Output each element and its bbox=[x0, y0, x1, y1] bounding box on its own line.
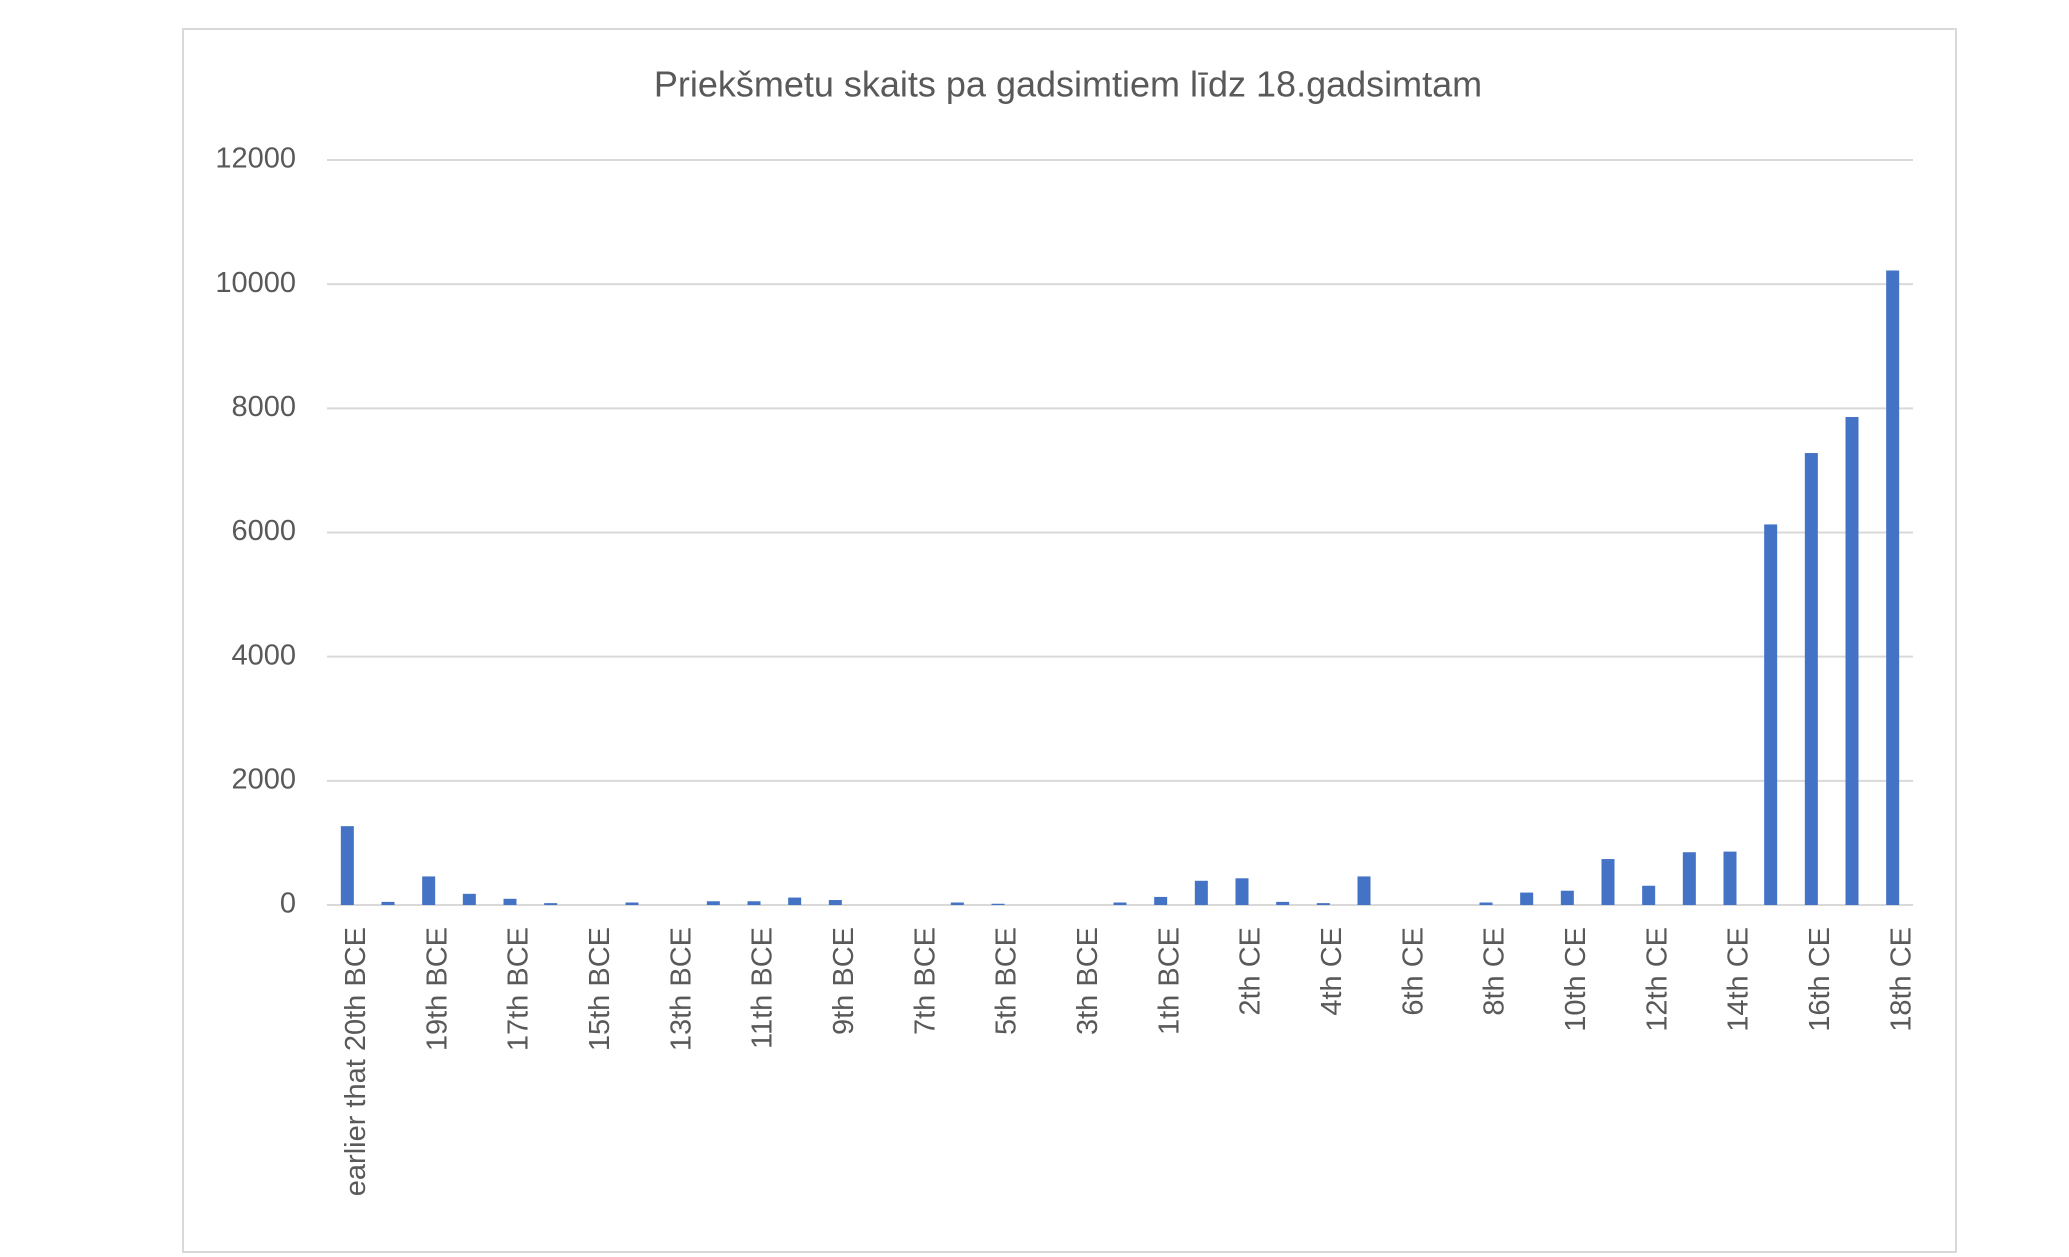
bar bbox=[950, 902, 964, 905]
x-tick-label: 2th CE bbox=[1235, 927, 1267, 1016]
y-tick-label: 8000 bbox=[231, 391, 296, 423]
bar bbox=[422, 876, 436, 905]
bar bbox=[1276, 901, 1290, 905]
bar bbox=[462, 893, 476, 905]
x-tick-label: 4th CE bbox=[1316, 927, 1348, 1016]
x-tick-label: 18th CE bbox=[1885, 927, 1917, 1032]
x-tick-label: 3th BCE bbox=[1072, 927, 1104, 1035]
bar bbox=[381, 901, 395, 905]
x-tick-label: 17th BCE bbox=[503, 927, 535, 1051]
bar bbox=[1154, 896, 1168, 905]
bar bbox=[340, 826, 354, 905]
bar bbox=[828, 900, 842, 905]
x-tick-label: 15th BCE bbox=[584, 927, 616, 1051]
x-tick-label: earlier that 20th BCE bbox=[340, 927, 372, 1196]
bar bbox=[625, 902, 639, 905]
bar bbox=[1642, 885, 1656, 905]
x-tick-label: 1th BCE bbox=[1153, 927, 1185, 1035]
bar bbox=[1886, 270, 1900, 906]
chart-frame bbox=[182, 28, 1957, 1253]
bar bbox=[1520, 892, 1534, 905]
bar bbox=[788, 897, 802, 905]
y-tick-label: 10000 bbox=[215, 267, 296, 299]
bar bbox=[1113, 902, 1127, 905]
bar bbox=[747, 901, 761, 905]
bar bbox=[1845, 417, 1859, 905]
bar bbox=[1194, 880, 1208, 905]
x-tick-label: 5th BCE bbox=[991, 927, 1023, 1035]
bar bbox=[991, 903, 1005, 905]
x-tick-label: 11th BCE bbox=[747, 927, 779, 1049]
y-tick-label: 2000 bbox=[231, 763, 296, 795]
x-tick-label: 16th CE bbox=[1804, 927, 1836, 1032]
bar bbox=[706, 901, 720, 905]
x-tick-label: 9th BCE bbox=[828, 927, 860, 1035]
x-tick-label: 13th BCE bbox=[665, 927, 697, 1051]
x-tick-label: 10th CE bbox=[1560, 927, 1592, 1032]
bar bbox=[544, 903, 558, 905]
bar bbox=[1560, 890, 1574, 905]
bar bbox=[1682, 852, 1696, 905]
x-tick-label: 6th CE bbox=[1397, 927, 1429, 1016]
bar bbox=[1479, 902, 1493, 905]
bar bbox=[1764, 524, 1778, 905]
bar bbox=[1235, 878, 1249, 905]
y-tick-label: 4000 bbox=[231, 639, 296, 671]
x-tick-label: 19th BCE bbox=[421, 927, 453, 1051]
y-tick-label: 6000 bbox=[231, 515, 296, 547]
bar bbox=[1723, 851, 1737, 905]
x-tick-label: 8th CE bbox=[1479, 927, 1511, 1016]
x-tick-label: 7th BCE bbox=[909, 927, 941, 1035]
y-tick-label: 12000 bbox=[215, 143, 296, 175]
bar bbox=[1804, 453, 1818, 905]
y-tick-label: 0 bbox=[280, 888, 296, 920]
bar bbox=[1601, 859, 1615, 905]
chart-title: Priekšmetu skaits pa gadsimtiem līdz 18.… bbox=[654, 64, 1482, 105]
x-tick-label: 14th CE bbox=[1723, 927, 1755, 1032]
bar bbox=[1316, 903, 1330, 905]
bar bbox=[1357, 876, 1371, 905]
bar bbox=[503, 898, 517, 905]
x-tick-label: 12th CE bbox=[1641, 927, 1673, 1032]
